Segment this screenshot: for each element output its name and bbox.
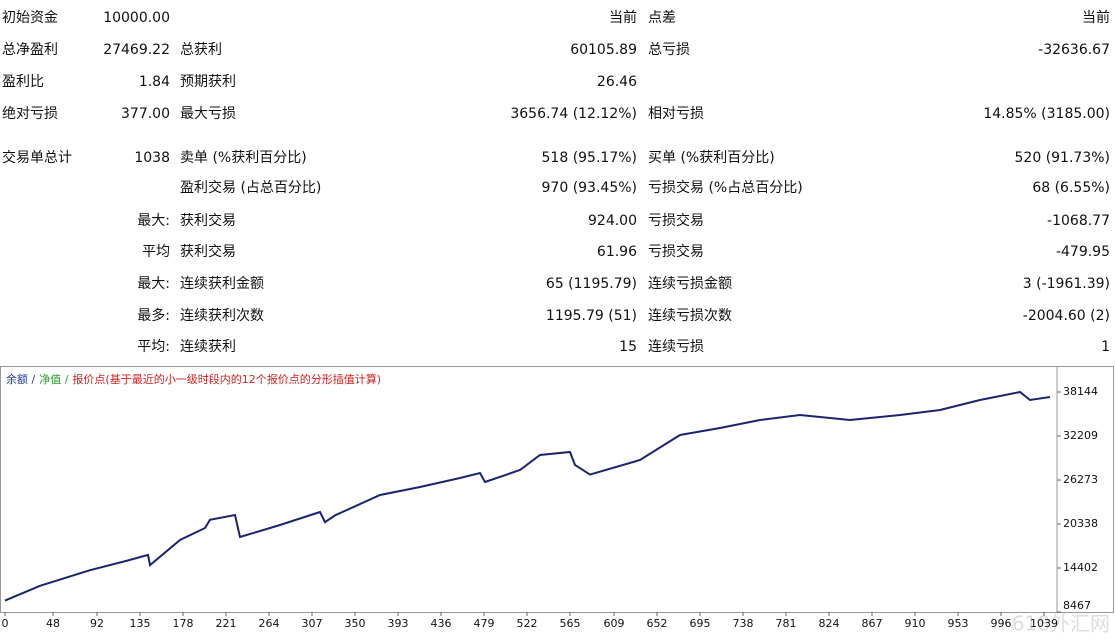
cell-label: 交易单总计 xyxy=(2,149,72,166)
cell-label: 连续获利次数 xyxy=(180,307,264,324)
y-tick-label: 32209 xyxy=(1063,429,1098,442)
x-tick-label: 135 xyxy=(130,617,151,630)
cell-label: 连续亏损次数 xyxy=(648,307,732,324)
cell-value: 518 (95.17%) xyxy=(542,150,637,166)
cell-label: 相对亏损 xyxy=(648,106,704,122)
cell-value: 60105.89 xyxy=(570,42,637,58)
cell-label: 连续亏损金额 xyxy=(648,275,732,292)
y-tick-label: 26273 xyxy=(1063,473,1098,486)
y-tick-label: 8467 xyxy=(1063,599,1091,612)
legend-entry: 余额 / xyxy=(6,372,35,386)
cell-value: -479.95 xyxy=(1056,244,1110,260)
cell-value: 平均 xyxy=(142,244,170,260)
cell-label: 总亏损 xyxy=(648,42,690,58)
x-tick-label: 565 xyxy=(560,617,581,630)
x-tick-label: 953 xyxy=(948,617,969,630)
legend-entry: 报价点(基于最近的小一级时段内的12个报价点的分形插值计算) xyxy=(72,372,381,386)
cell-label: 总获利 xyxy=(180,42,222,58)
x-tick-label: 264 xyxy=(259,617,280,630)
cell-value: 最大: xyxy=(137,276,170,292)
cell-value: 65 (1195.79) xyxy=(546,276,637,292)
cell-label: 连续亏损 xyxy=(648,338,704,355)
cell-label: 亏损交易 (%占总百分比) xyxy=(648,179,803,196)
cell-label: 初始资金 xyxy=(2,9,58,26)
chart-frame xyxy=(0,366,1114,613)
x-tick-label: 479 xyxy=(474,617,495,630)
cell-label: 连续获利金额 xyxy=(180,275,264,292)
x-tick-label: 393 xyxy=(388,617,409,630)
y-tick-label: 20338 xyxy=(1063,517,1098,530)
cell-label: 点差 xyxy=(648,10,676,26)
legend-entry: 净值 / xyxy=(39,372,68,386)
cell-label: 总净盈利 xyxy=(2,42,58,58)
cell-value: 1038 xyxy=(134,150,170,166)
cell-value: -1068.77 xyxy=(1047,213,1110,229)
cell-value: 26.46 xyxy=(597,74,637,90)
cell-value: 平均: xyxy=(137,339,170,355)
cell-value: 61.96 xyxy=(597,244,637,260)
cell-value: 3 (-1961.39) xyxy=(1023,276,1110,292)
cell-label: 亏损交易 xyxy=(648,243,704,260)
x-tick-label: 910 xyxy=(905,617,926,630)
cell-value: 最多: xyxy=(137,307,170,324)
x-tick-label: 781 xyxy=(776,617,797,630)
x-tick-label: 92 xyxy=(90,617,104,630)
x-tick-label: 350 xyxy=(345,617,366,630)
y-tick-label: 14402 xyxy=(1063,561,1098,574)
cell-label: 最大亏损 xyxy=(180,106,236,122)
cell-value: 27469.22 xyxy=(103,42,170,58)
x-tick-label: 0 xyxy=(2,617,9,630)
cell-label: 亏损交易 xyxy=(648,212,704,229)
cell-value: 当前 xyxy=(609,9,637,26)
cell-value: 3656.74 (12.12%) xyxy=(510,106,637,122)
cell-label: 盈利比 xyxy=(2,74,44,90)
cell-label: 卖单 (%获利百分比) xyxy=(180,150,307,166)
cell-label: 连续获利 xyxy=(180,338,236,355)
cell-label: 绝对亏损 xyxy=(2,106,58,122)
cell-value: 970 (93.45%) xyxy=(542,180,637,196)
cell-value: 1195.79 (51) xyxy=(546,308,637,324)
x-tick-label: 824 xyxy=(819,617,840,630)
cell-value: 520 (91.73%) xyxy=(1015,150,1110,166)
x-tick-label: 996 xyxy=(991,617,1012,630)
cell-label: 预期获利 xyxy=(180,74,236,90)
cell-value: 68 (6.55%) xyxy=(1032,180,1110,196)
watermark: 618外汇网 xyxy=(1012,612,1110,636)
cell-value: 377.00 xyxy=(121,106,170,122)
cell-value: 最大: xyxy=(137,213,170,229)
balance-line xyxy=(4,390,1051,602)
x-tick-label: 178 xyxy=(173,617,194,630)
x-tick-label: 738 xyxy=(733,617,754,630)
x-tick-label: 436 xyxy=(431,617,452,630)
x-tick-label: 307 xyxy=(302,617,323,630)
x-tick-label: 1039 xyxy=(1030,617,1058,630)
cell-value: 1 xyxy=(1101,339,1110,355)
cell-label: 获利交易 xyxy=(180,243,236,260)
x-tick-label: 652 xyxy=(647,617,668,630)
cell-value: -2004.60 (2) xyxy=(1023,308,1110,324)
x-tick-label: 522 xyxy=(517,617,538,630)
x-tick-label: 867 xyxy=(862,617,883,630)
x-tick-label: 48 xyxy=(46,617,60,630)
cell-value: 当前 xyxy=(1082,9,1110,26)
x-tick-label: 695 xyxy=(690,617,711,630)
cell-value: 14.85% (3185.00) xyxy=(983,106,1110,122)
cell-value: 10000.00 xyxy=(103,10,170,26)
cell-value: 924.00 xyxy=(588,213,637,229)
cell-label: 买单 (%获利百分比) xyxy=(648,150,775,166)
x-tick-label: 221 xyxy=(216,617,237,630)
y-tick-label: 38144 xyxy=(1063,385,1098,398)
cell-value: 1.84 xyxy=(139,74,170,90)
cell-label: 盈利交易 (占总百分比) xyxy=(180,179,321,196)
cell-value: 15 xyxy=(619,339,637,355)
cell-label: 获利交易 xyxy=(180,212,236,229)
cell-value: -32636.67 xyxy=(1038,42,1110,58)
x-tick-label: 609 xyxy=(604,617,625,630)
